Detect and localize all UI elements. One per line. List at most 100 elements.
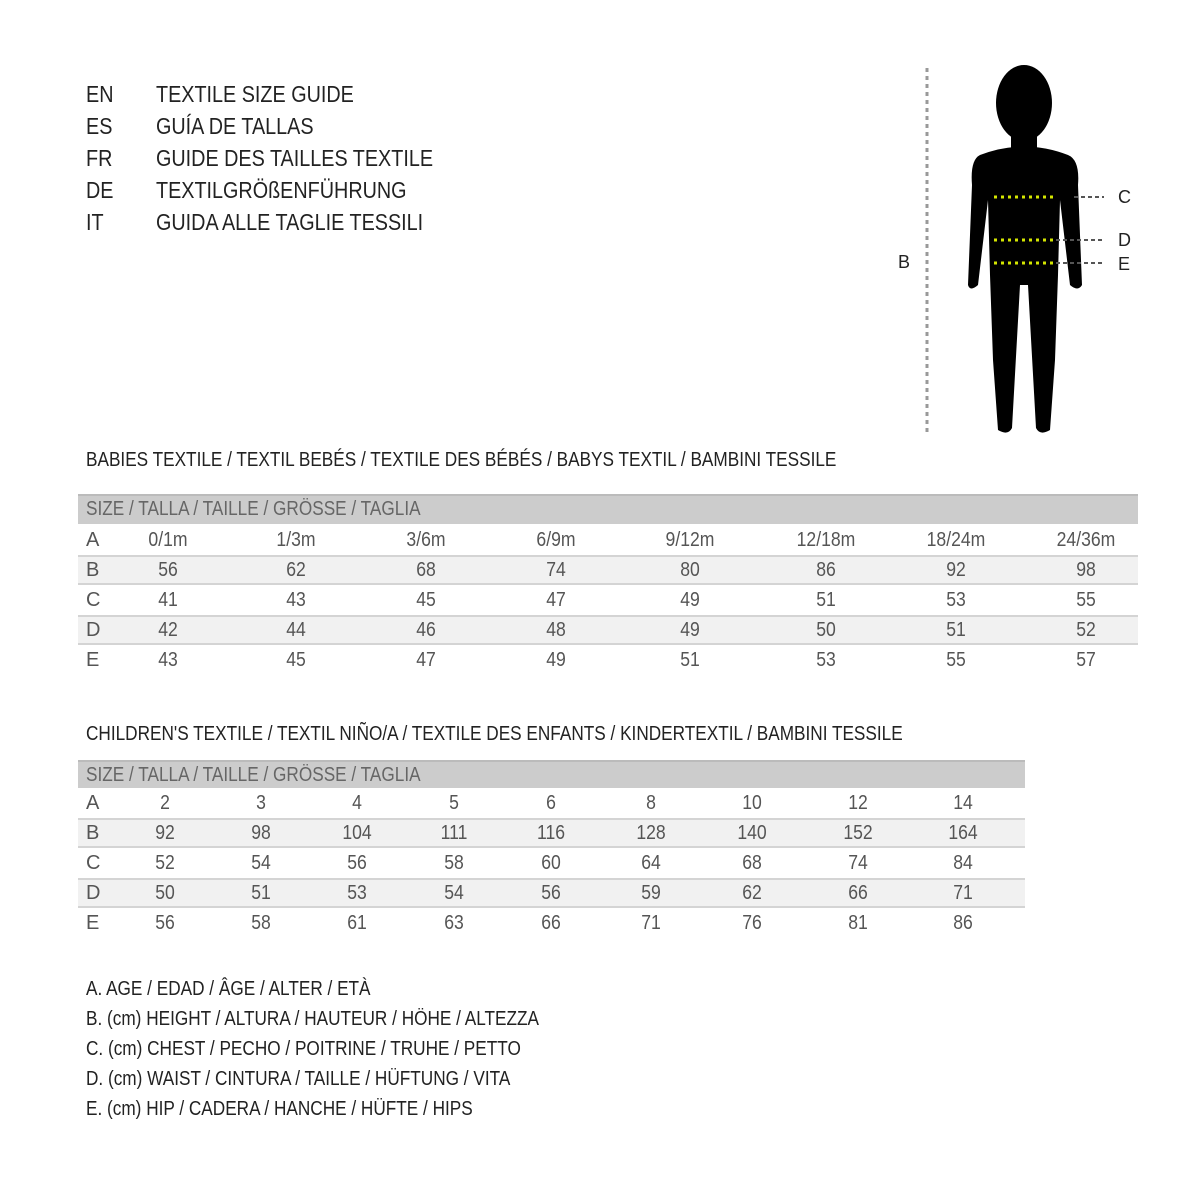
table-cell: 53 [347, 882, 367, 904]
table-cell: 71 [641, 912, 661, 934]
row-label: C [86, 852, 101, 874]
table-cell: 64 [641, 852, 661, 874]
table-cell: 48 [546, 619, 566, 641]
language-code: DE [86, 177, 114, 203]
table-cell: 66 [848, 882, 868, 904]
table-cell: 71 [953, 882, 973, 904]
row-label: D [86, 619, 101, 641]
table-cell: 104 [342, 822, 372, 844]
children-table-header: SIZE / TALLA / TAILLE / GRÖSSE / TAGLIA [78, 760, 1025, 788]
table-cell: 55 [1076, 589, 1096, 611]
table-cell: 10 [742, 792, 762, 814]
row-label: E [86, 912, 100, 934]
row-label: B [86, 822, 100, 844]
table-cell: 4 [352, 792, 362, 814]
table-cell: 152 [843, 822, 873, 844]
table-row: A 0/1m 1/3m 3/6m 6/9m 9/12m 12/18m 18/24m 24/36m [78, 525, 1138, 555]
language-code: FR [86, 145, 113, 171]
row-label: B [86, 559, 100, 581]
table-cell: 56 [155, 912, 175, 934]
table-cell: 55 [946, 649, 966, 671]
table-cell: 53 [816, 649, 836, 671]
table-row: C 52 54 56 58 60 64 68 74 84 [78, 848, 1025, 878]
table-cell: 12 [848, 792, 868, 814]
table-row: E 56 58 61 63 66 71 76 81 86 [78, 908, 1025, 938]
table-cell: 74 [848, 852, 868, 874]
table-cell: 9/12m [665, 529, 715, 551]
title-text: TEXTILE SIZE GUIDE [156, 81, 354, 107]
table-cell: 98 [251, 822, 271, 844]
table-cell: 52 [1076, 619, 1096, 641]
row-label: C [86, 589, 101, 611]
legend-item: C. (cm) CHEST / PECHO / POITRINE / TRUHE… [86, 1038, 521, 1060]
table-cell: 3 [256, 792, 266, 814]
table-cell: 51 [816, 589, 836, 611]
table-cell: 63 [444, 912, 464, 934]
table-cell: 56 [158, 559, 178, 581]
table-cell: 8 [646, 792, 656, 814]
table-cell: 44 [286, 619, 306, 641]
table-cell: 49 [680, 589, 700, 611]
table-cell: 49 [546, 649, 566, 671]
table-cell: 58 [444, 852, 464, 874]
table-cell: 47 [546, 589, 566, 611]
table-cell: 57 [1076, 649, 1096, 671]
table-cell: 51 [946, 619, 966, 641]
table-cell: 6 [546, 792, 556, 814]
table-cell: 12/18m [796, 529, 856, 551]
table-cell: 58 [251, 912, 271, 934]
silhouette-icon [968, 65, 1082, 433]
table-cell: 68 [416, 559, 436, 581]
table-cell: 14 [953, 792, 973, 814]
table-cell: 47 [416, 649, 436, 671]
table-cell: 45 [286, 649, 306, 671]
table-cell: 43 [158, 649, 178, 671]
title-text: GUIDE DES TAILLES TEXTILE [156, 145, 434, 171]
table-cell: 60 [541, 852, 561, 874]
table-cell: 61 [347, 912, 367, 934]
babies-table-header: SIZE / TALLA / TAILLE / GRÖSSE / TAGLIA [78, 494, 1138, 524]
legend-item: D. (cm) WAIST / CINTURA / TAILLE / HÜFTU… [86, 1068, 511, 1090]
table-cell: 24/36m [1056, 529, 1116, 551]
label-e: E [1118, 254, 1130, 274]
label-d: D [1118, 230, 1131, 250]
table-cell: 50 [816, 619, 836, 641]
table-cell: 128 [636, 822, 666, 844]
table-cell: 54 [444, 882, 464, 904]
table-cell: 84 [953, 852, 973, 874]
label-c: C [1118, 187, 1131, 207]
title-text: TEXTILGRÖßENFÜHRUNG [156, 177, 407, 203]
table-cell: 86 [816, 559, 836, 581]
table-cell: 81 [848, 912, 868, 934]
table-cell: 5 [449, 792, 459, 814]
row-label: D [86, 882, 101, 904]
row-label: A [86, 792, 100, 814]
table-cell: 140 [737, 822, 767, 844]
table-cell: 66 [541, 912, 561, 934]
table-cell: 80 [680, 559, 700, 581]
table-cell: 51 [251, 882, 271, 904]
table-cell: 18/24m [926, 529, 986, 551]
table-cell: 86 [953, 912, 973, 934]
title-text: GUIDA ALLE TAGLIE TESSILI [156, 209, 424, 235]
table-row: E 43 45 47 49 51 53 55 57 [78, 645, 1138, 675]
legend-item: A. AGE / EDAD / ÂGE / ALTER / ETÀ [86, 978, 371, 1000]
table-cell: 92 [155, 822, 175, 844]
table-cell: 92 [946, 559, 966, 581]
table-cell: 76 [742, 912, 762, 934]
table-row: A 2 3 4 5 6 8 10 12 14 [78, 788, 1025, 818]
children-section-title: CHILDREN'S TEXTILE / TEXTIL NIÑO/A / TEX… [86, 723, 903, 745]
table-cell: 42 [158, 619, 178, 641]
table-cell: 1/3m [276, 529, 316, 551]
language-code: EN [86, 81, 114, 107]
table-cell: 74 [546, 559, 566, 581]
table-cell: 68 [742, 852, 762, 874]
language-code: ES [86, 113, 113, 139]
table-cell: 3/6m [406, 529, 446, 551]
table-cell: 56 [347, 852, 367, 874]
table-cell: 54 [251, 852, 271, 874]
table-cell: 62 [742, 882, 762, 904]
table-row: D 42 44 46 48 49 50 51 52 [78, 615, 1138, 645]
table-cell: 46 [416, 619, 436, 641]
table-cell: 111 [440, 822, 468, 844]
